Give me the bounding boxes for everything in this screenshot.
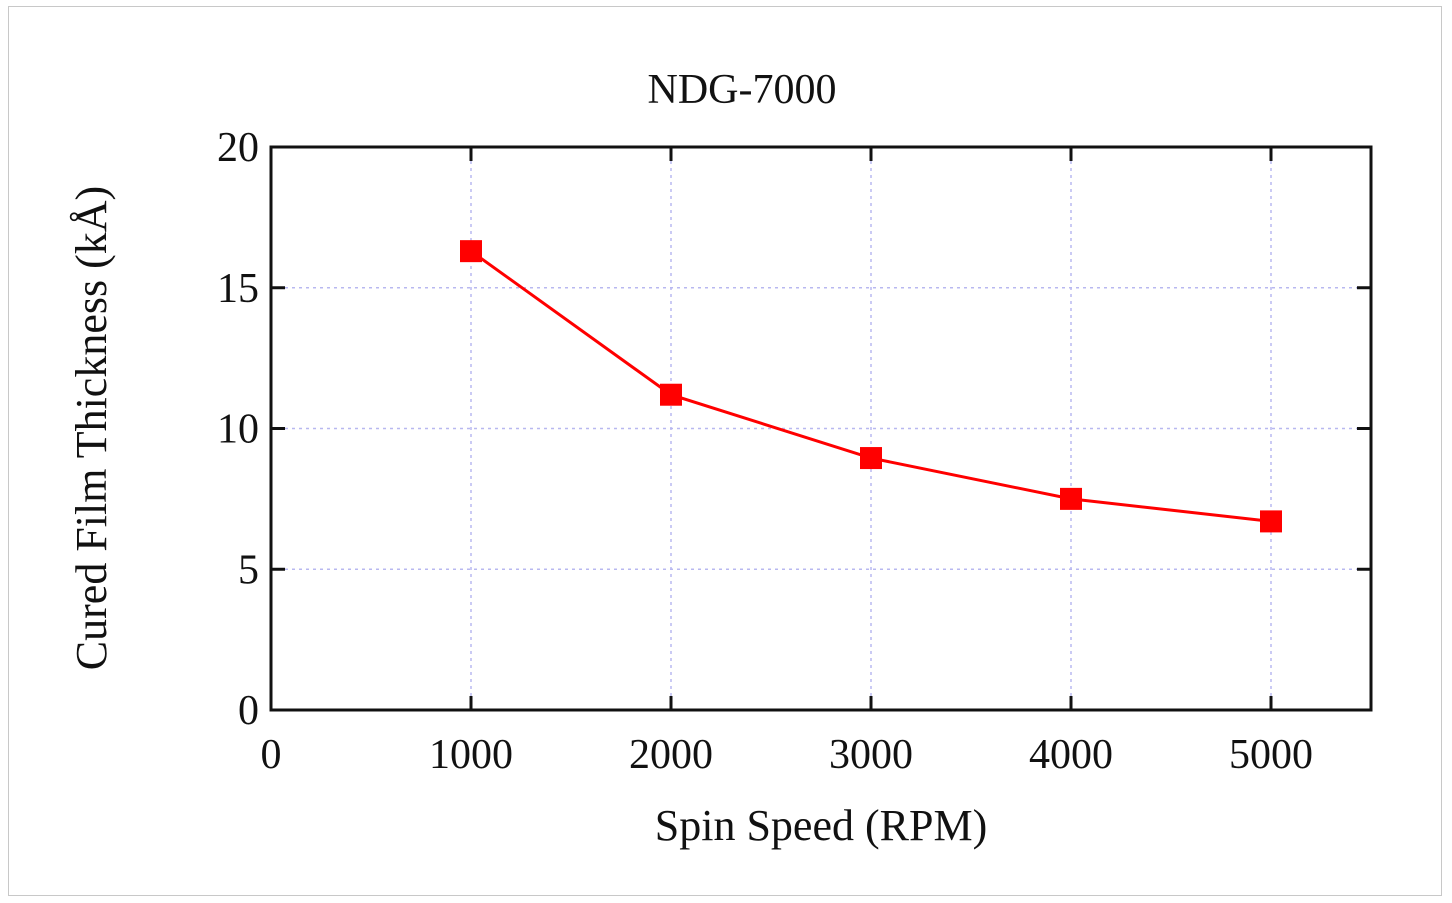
y-tick-label: 10 [217, 407, 259, 453]
x-tick-label: 1000 [429, 732, 513, 778]
axis-ticks [269, 145, 1371, 712]
y-axis-label: Cured Film Thickness (kÅ) [67, 186, 116, 670]
data-point-marker [1060, 487, 1082, 510]
data-point-marker [860, 447, 882, 470]
data-point-marker [460, 240, 482, 263]
grid-lines [271, 147, 1371, 710]
x-tick-label: 3000 [829, 732, 913, 778]
y-tick-label: 5 [238, 547, 259, 593]
y-tick-label: 20 [217, 125, 259, 171]
plot-area-border [269, 145, 1373, 712]
data-point-marker [1260, 510, 1282, 533]
x-tick-label: 2000 [629, 732, 713, 778]
y-tick-label: 15 [217, 266, 259, 312]
y-tick-label: 0 [238, 688, 259, 734]
x-tick-label: 5000 [1229, 732, 1313, 778]
x-tick-label: 0 [261, 732, 282, 778]
chart-title: NDG-7000 [648, 67, 837, 113]
x-tick-label: 4000 [1029, 732, 1113, 778]
tick-labels: 0 1000 2000 3000 4000 5000 0 5 10 15 20 [217, 125, 1313, 778]
x-axis-label: Spin Speed (RPM) [655, 801, 987, 850]
series-layer [460, 240, 1282, 533]
data-point-marker [660, 383, 682, 406]
chart-frame [8, 6, 1442, 896]
